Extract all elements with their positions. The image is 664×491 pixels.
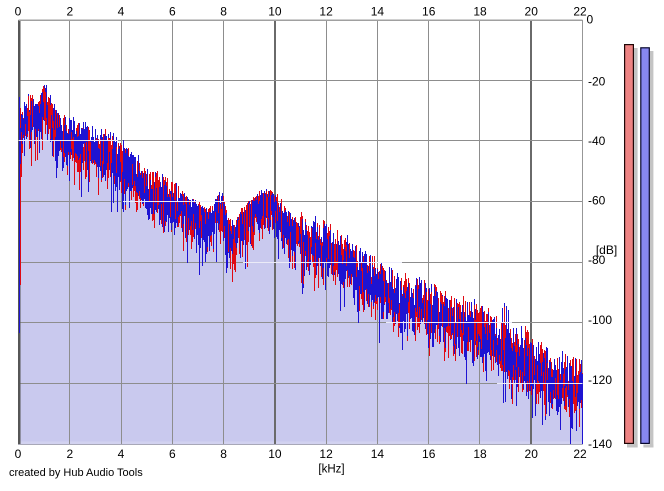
svg-text:22: 22 bbox=[573, 5, 587, 19]
svg-text:8: 8 bbox=[220, 447, 227, 461]
svg-text:0: 0 bbox=[15, 5, 22, 19]
svg-text:4: 4 bbox=[118, 447, 125, 461]
svg-text:-20: -20 bbox=[588, 74, 606, 88]
svg-text:16: 16 bbox=[422, 5, 436, 19]
svg-text:0: 0 bbox=[587, 13, 594, 27]
svg-text:-100: -100 bbox=[588, 313, 612, 327]
svg-text:22: 22 bbox=[573, 447, 587, 461]
svg-text:8: 8 bbox=[220, 5, 227, 19]
svg-text:0: 0 bbox=[15, 447, 22, 461]
svg-text:-60: -60 bbox=[588, 193, 606, 207]
svg-text:12: 12 bbox=[319, 5, 333, 19]
svg-text:12: 12 bbox=[319, 447, 333, 461]
svg-text:-40: -40 bbox=[588, 134, 606, 148]
svg-text:20: 20 bbox=[525, 5, 539, 19]
svg-text:10: 10 bbox=[268, 447, 282, 461]
svg-text:[dB]: [dB] bbox=[596, 243, 617, 257]
svg-text:created by Hub Audio Tools: created by Hub Audio Tools bbox=[9, 467, 143, 479]
svg-text:-80: -80 bbox=[588, 253, 606, 267]
svg-text:14: 14 bbox=[371, 5, 385, 19]
svg-text:6: 6 bbox=[169, 5, 176, 19]
svg-text:2: 2 bbox=[66, 447, 73, 461]
svg-text:2: 2 bbox=[66, 5, 73, 19]
svg-text:10: 10 bbox=[268, 5, 282, 19]
svg-text:-120: -120 bbox=[588, 373, 612, 387]
svg-text:4: 4 bbox=[118, 5, 125, 19]
svg-text:14: 14 bbox=[371, 447, 385, 461]
svg-text:20: 20 bbox=[525, 447, 539, 461]
svg-text:6: 6 bbox=[169, 447, 176, 461]
svg-text:16: 16 bbox=[422, 447, 436, 461]
svg-text:18: 18 bbox=[473, 5, 487, 19]
svg-text:-140: -140 bbox=[588, 437, 612, 451]
svg-text:[kHz]: [kHz] bbox=[318, 464, 344, 476]
svg-text:18: 18 bbox=[473, 447, 487, 461]
